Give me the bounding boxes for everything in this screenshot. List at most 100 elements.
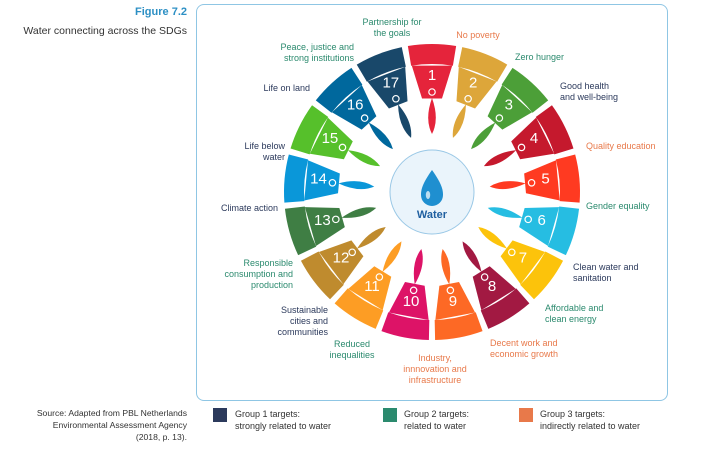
- sdg-icon-15: [338, 143, 347, 152]
- sdg-block-7: [500, 240, 546, 285]
- sdg-number-1: 1: [428, 67, 436, 84]
- legend-group1-line2: strongly related to water: [235, 421, 332, 431]
- sdg-number-7: 7: [519, 250, 527, 267]
- sdg-number-2: 2: [469, 75, 477, 92]
- sdg-label-5: Gender equality: [586, 201, 650, 211]
- sdg-label-7: Affordable and clean energy: [545, 303, 604, 324]
- sdg-icon-13: [332, 215, 340, 224]
- sdg-petal-7: [478, 226, 508, 249]
- sdg-petal-10: [413, 249, 423, 285]
- sdg-tile-12: [300, 251, 344, 300]
- source-note: Source: Adapted from PBL Netherlands Env…: [0, 407, 187, 443]
- sdg-tile-4: [535, 105, 574, 155]
- sdg-icon-9: [446, 286, 455, 295]
- sdg-block-3: [487, 84, 533, 130]
- sdg-petal-9: [441, 249, 451, 285]
- sdg-number-16: 16: [347, 97, 364, 114]
- sdg-icon-17: [392, 94, 400, 103]
- sdg-tile-7: [520, 251, 564, 300]
- sdg-icon-8: [480, 273, 489, 281]
- sdg-petal-2: [452, 104, 466, 138]
- water-drop-highlight: [425, 191, 431, 199]
- legend-swatch-group2: [383, 408, 397, 422]
- sdg-icon-14: [328, 178, 337, 187]
- source-line-3: (2018, p. 13).: [135, 432, 187, 442]
- figure-title: Water connecting across the SDGs: [23, 25, 187, 37]
- sdg-tile-14: [284, 154, 309, 203]
- sdg-label-14: Life below water: [244, 141, 285, 162]
- sdg-block-5: [524, 160, 560, 201]
- sdg-icon-16: [360, 114, 369, 122]
- sdg-number-9: 9: [449, 293, 457, 310]
- sdg-icon-11: [375, 273, 384, 281]
- sdg-tile-3: [501, 67, 549, 113]
- legend-label-group1: Group 1 targets: strongly related to wat…: [235, 408, 331, 432]
- sdg-petal-3: [471, 122, 496, 150]
- sdg-block-17: [367, 66, 408, 109]
- sdg-label-15: Life on land: [263, 83, 310, 93]
- sdg-block-1: [411, 65, 453, 99]
- sdg-number-3: 3: [505, 97, 513, 114]
- sdg-icon-2: [464, 94, 472, 103]
- sdg-tile-8: [480, 288, 530, 329]
- sdg-petal-16: [368, 122, 393, 150]
- sdg-tile-17: [356, 47, 406, 82]
- sdg-icon-12: [348, 248, 356, 257]
- legend-swatch-group1: [213, 408, 227, 422]
- center-label: Water: [417, 209, 448, 221]
- sdg-tile-2: [458, 47, 508, 82]
- sdg-block-10: [388, 282, 429, 320]
- figure-number: Figure 7.2: [135, 6, 187, 18]
- sdg-petal-1: [428, 98, 436, 134]
- sdg-petal-4: [483, 150, 517, 167]
- sdg-tile-13: [284, 206, 317, 256]
- sdg-petal-11: [382, 241, 402, 272]
- legend-group2-line2: related to water: [404, 421, 467, 431]
- sdg-label-17: Partnership for the goals: [362, 17, 422, 38]
- sdg-icon-1: [428, 88, 436, 96]
- figure-frame: [196, 4, 668, 401]
- sdg-icon-6: [524, 215, 532, 224]
- sdg-label-11: Sustainable cities and communities: [277, 305, 328, 337]
- sdg-label-3: Good health and well-being: [560, 81, 619, 102]
- sdg-number-17: 17: [382, 75, 399, 92]
- sdg-label-6: Clean water and sanitation: [573, 262, 639, 283]
- sdg-label-8: Decent work and economic growth: [490, 338, 559, 359]
- sdg-block-16: [331, 84, 377, 130]
- sdg-petal-17: [398, 104, 412, 138]
- sdg-label-13: Climate action: [220, 203, 278, 213]
- sdg-number-15: 15: [322, 130, 339, 147]
- legend-label-group2: Group 2 targets: related to water: [404, 408, 469, 432]
- sdg-number-12: 12: [333, 250, 350, 267]
- sdg-label-16: Peace, justice and strong institutions: [280, 42, 354, 63]
- sdg-petal-5: [489, 181, 526, 190]
- legend-swatch-group3: [519, 408, 533, 422]
- sdg-block-15: [309, 117, 353, 160]
- sdg-number-11: 11: [364, 278, 380, 295]
- sdg-label-2: Zero hunger: [515, 52, 565, 62]
- source-line-2: Environmental Assessment Agency: [52, 420, 187, 430]
- sdg-number-13: 13: [314, 212, 331, 229]
- sdg-block-14: [304, 160, 340, 201]
- sdg-number-14: 14: [310, 170, 327, 187]
- sdg-petal-15: [347, 150, 381, 167]
- sdg-number-5: 5: [541, 170, 549, 187]
- sdg-block-2: [456, 66, 497, 109]
- source-line-1: Source: Adapted from PBL Netherlands: [36, 408, 187, 418]
- sdg-tile-9: [434, 312, 483, 340]
- sdg-tile-5: [555, 154, 580, 203]
- sdg-number-6: 6: [537, 212, 545, 229]
- sdg-label-12: Responsible consumption and production: [224, 258, 293, 290]
- sdg-tile-16: [315, 67, 363, 113]
- sdg-petal-13: [341, 207, 377, 218]
- sdg-petal-12: [356, 226, 386, 249]
- sdg-label-9: Industry, innnovation and infrastructure: [403, 353, 467, 385]
- sdg-label-1: No poverty: [456, 30, 500, 40]
- sdg-tile-11: [334, 288, 384, 329]
- legend-group2-line1: Group 2 targets:: [404, 409, 470, 419]
- sdg-block-11: [348, 266, 392, 311]
- sdg-tile-1: [407, 44, 457, 66]
- sdg-block-4: [511, 117, 555, 160]
- sdg-block-9: [435, 282, 476, 320]
